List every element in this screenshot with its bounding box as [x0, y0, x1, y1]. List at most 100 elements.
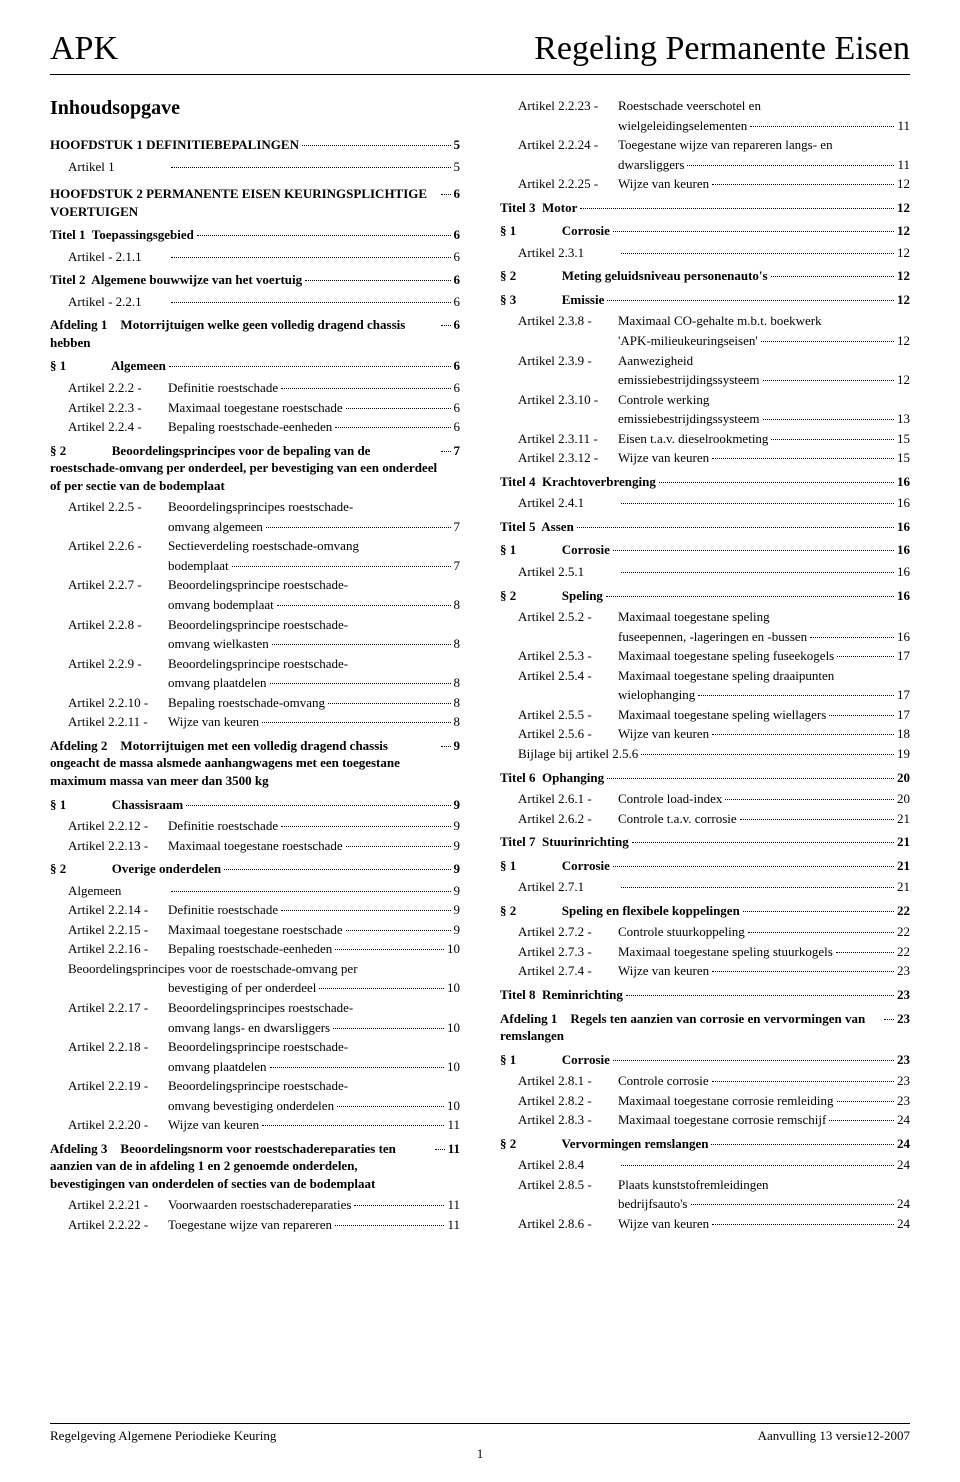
toc-article-row: Artikel 2.2.19 -Beoordelingsprincipe roe…: [50, 1077, 460, 1095]
toc-leader: [763, 419, 894, 420]
toc-article-cont: bodemplaat: [168, 557, 229, 575]
toc-article-cont-row: bodemplaat7: [50, 557, 460, 575]
toc-article-row: Artikel 2.5.2 -Maximaal toegestane speli…: [500, 608, 910, 626]
toc-article-cont: emissiebestrijdingssysteem: [618, 410, 760, 428]
toc-article-cont-row: omvang plaatdelen8: [50, 674, 460, 692]
toc-heading-row: Afdeling 3 Beoordelingsnorm voor roestsc…: [50, 1140, 460, 1193]
toc-page: 13: [897, 410, 910, 428]
toc-article-row: Artikel 2.8.1 -Controle corrosie23: [500, 1072, 910, 1090]
toc-page: 6: [454, 185, 461, 203]
toc-article-row: Artikel 2.7.121: [500, 878, 910, 896]
toc-article-key: Artikel 2.2.23 -: [518, 97, 618, 115]
toc-article-key: Artikel 2.7.2 -: [518, 923, 618, 941]
toc-leader: [621, 1165, 894, 1166]
toc-article-row: Artikel 2.2.23 -Roestschade veerschotel …: [500, 97, 910, 115]
toc-article-row: Artikel 2.2.7 -Beoordelingsprincipe roes…: [50, 576, 460, 594]
toc-leader: [837, 656, 894, 657]
toc-article-desc: Roestschade veerschotel en: [618, 97, 761, 115]
toc-article-row: Artikel 2.2.13 -Maximaal toegestane roes…: [50, 837, 460, 855]
toc-page: 24: [897, 1195, 910, 1213]
toc-article-desc: Maximaal toegestane speling wiellagers: [618, 706, 826, 724]
toc-article-key: Artikel 2.2.3 -: [68, 399, 168, 417]
toc-label: § 1 Chassisraam: [50, 796, 183, 814]
toc-page: 9: [454, 817, 461, 835]
toc-heading-row: HOOFDSTUK 2 PERMANENTE EISEN KEURINGSPLI…: [50, 185, 460, 220]
toc-page: 9: [454, 901, 461, 919]
toc-page: 23: [897, 986, 910, 1004]
toc-leader: [270, 683, 451, 684]
toc-leader: [197, 235, 451, 236]
toc-page: 5: [454, 136, 461, 154]
toc-leader: [810, 637, 894, 638]
toc-heading-row: § 1 Corrosie23: [500, 1051, 910, 1069]
toc-article-row: Artikel 2.3.12 -Wijze van keuren15: [500, 449, 910, 467]
toc-article-key: Artikel 2.2.9 -: [68, 655, 168, 673]
toc-page: 9: [454, 796, 461, 814]
toc-article-row: Artikel 2.2.5 -Beoordelingsprincipes roe…: [50, 498, 460, 516]
toc-leader: [771, 276, 894, 277]
toc-leader: [335, 427, 450, 428]
toc-article-row: Artikel 2.5.6 -Wijze van keuren18: [500, 725, 910, 743]
toc-page: 17: [897, 686, 910, 704]
toc-page: 23: [897, 962, 910, 980]
toc-label: § 2 Meting geluidsniveau personenauto's: [500, 267, 768, 285]
toc-article-cont: bedrijfsauto's: [618, 1195, 688, 1213]
toc-label: Titel 6 Ophanging: [500, 769, 604, 787]
toc-article-cont-row: fuseepennen, -lageringen en -bussen16: [500, 628, 910, 646]
toc-heading-row: § 1 Corrosie21: [500, 857, 910, 875]
toc-page: 12: [897, 332, 910, 350]
toc-leader: [607, 300, 894, 301]
toc-article-cont: omvang bevestiging onderdelen: [168, 1097, 334, 1115]
toc-page: 22: [897, 943, 910, 961]
toc-leader: [281, 388, 450, 389]
toc-article-key: Artikel 2.5.2 -: [518, 608, 618, 626]
toc-page: 16: [897, 628, 910, 646]
toc-page: 18: [897, 725, 910, 743]
toc-label: Afdeling 3 Beoordelingsnorm voor roestsc…: [50, 1140, 432, 1193]
toc-leader: [262, 722, 450, 723]
toc-sub-row: bevestiging of per onderdeel10: [50, 979, 460, 997]
toc-article-row: Artikel 2.2.22 -Toegestane wijze van rep…: [50, 1216, 460, 1234]
toc-page: 17: [897, 647, 910, 665]
toc-article-key: Artikel 2.7.3 -: [518, 943, 618, 961]
toc-page: 6: [454, 418, 461, 436]
toc-article-cont-row: omvang algemeen7: [50, 518, 460, 536]
toc-article-desc: Maximaal toegestane speling draaipunten: [618, 667, 834, 685]
toc-article-desc: Beoordelingsprincipes roestschade-: [168, 999, 353, 1017]
toc-article-row: Artikel 2.7.4 -Wijze van keuren23: [500, 962, 910, 980]
toc-article-key: Artikel 2.6.1 -: [518, 790, 618, 808]
toc-leader: [712, 971, 894, 972]
toc-article-row: Artikel 2.5.5 -Maximaal toegestane speli…: [500, 706, 910, 724]
toc-article-cont-row: omvang bodemplaat8: [50, 596, 460, 614]
toc-heading-row: Afdeling 1 Motorrijtuigen welke geen vol…: [50, 316, 460, 351]
toc-page: 7: [454, 518, 461, 536]
toc-page: 21: [897, 833, 910, 851]
toc-leader: [266, 527, 451, 528]
toc-article-key: Artikel 1: [68, 158, 168, 176]
toc-article-row: Artikel 2.2.25 -Wijze van keuren12: [500, 175, 910, 193]
toc-article-key: Artikel 2.2.18 -: [68, 1038, 168, 1056]
toc-article-key: Artikel 2.2.11 -: [68, 713, 168, 731]
toc-page: 10: [447, 1019, 460, 1037]
toc-article-desc: Beoordelingsprincipe roestschade-: [168, 616, 348, 634]
toc-page: 6: [454, 226, 461, 244]
toc-heading-row: Titel 2 Algemene bouwwijze van het voert…: [50, 271, 460, 289]
toc-article-row: Artikel - 2.2.16: [50, 293, 460, 311]
toc-article-key: Artikel 2.8.5 -: [518, 1176, 618, 1194]
toc-article-row: Artikel 2.7.3 -Maximaal toegestane speli…: [500, 943, 910, 961]
toc-article-row: Artikel 2.2.3 -Maximaal toegestane roest…: [50, 399, 460, 417]
toc-page: 10: [447, 979, 460, 997]
toc-leader: [346, 930, 451, 931]
toc-leader: [606, 596, 894, 597]
toc-heading-row: § 1 Corrosie16: [500, 541, 910, 559]
toc-page: 24: [897, 1111, 910, 1129]
toc-page: 16: [897, 518, 910, 536]
toc-page: 11: [897, 117, 910, 135]
columns: Inhoudsopgave HOOFDSTUK 1 DEFINITIEBEPAL…: [50, 95, 910, 1236]
toc-article-desc: Beoordelingsprincipe roestschade-: [168, 1038, 348, 1056]
toc-article-desc: Wijze van keuren: [618, 449, 709, 467]
toc-page: 6: [454, 357, 461, 375]
toc-article-row: Artikel 15: [50, 158, 460, 176]
toc-page: 9: [454, 837, 461, 855]
toc-label: Afdeling 2 Motorrijtuigen met een volled…: [50, 737, 438, 790]
